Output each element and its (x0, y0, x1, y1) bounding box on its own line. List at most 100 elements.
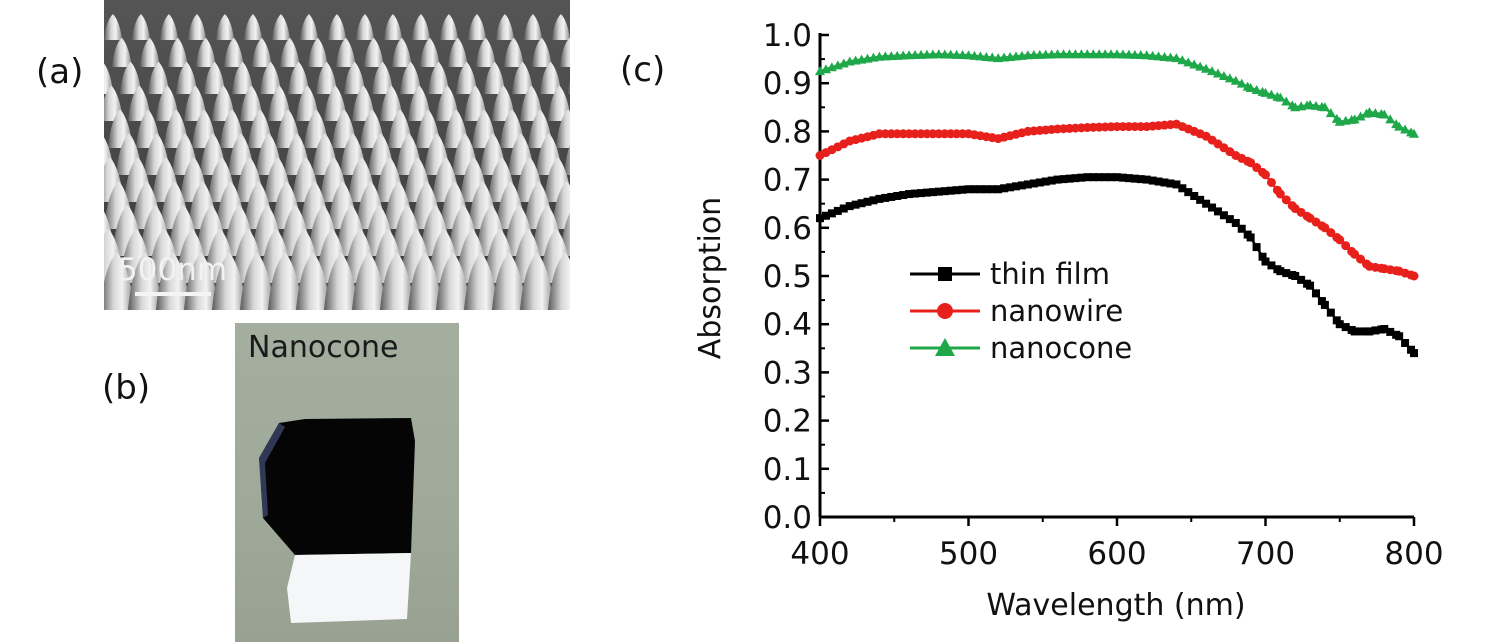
nanocone (456, 61, 478, 94)
nanocone (476, 37, 496, 67)
nanocone (240, 252, 275, 310)
data-point-thin-film (845, 202, 854, 211)
data-point-thin-film (1291, 272, 1300, 280)
data-point-thin-film (863, 197, 872, 206)
nanocone (556, 109, 570, 148)
absorption-chart: 0.0 0.1 0.2 0.3 0.4 0.5 0.6 0.7 0.8 0.9 1.0 400 500 6… (693, 18, 1444, 623)
nanocone (492, 85, 515, 121)
data-point-thin-film (1083, 173, 1092, 182)
data-point-thin-film (1029, 179, 1038, 188)
legend-nanocone-marker (935, 338, 955, 356)
uncoated-white-region (287, 553, 411, 623)
nanocone (316, 61, 338, 94)
data-point-thin-film (982, 185, 991, 194)
nanocone (440, 14, 458, 40)
nanocone (324, 85, 347, 121)
sample-photo (235, 323, 459, 642)
data-point-thin-film (1101, 173, 1110, 182)
legend-thin-film-label: thin film (990, 257, 1110, 291)
data-point-thin-film (1208, 203, 1217, 212)
nanocone (184, 85, 207, 121)
nanocone (552, 180, 570, 229)
data-point-thin-film (1252, 243, 1261, 252)
nanocone (224, 37, 244, 67)
data-point-thin-film (1190, 191, 1199, 200)
data-point-nanocone (1409, 128, 1419, 138)
data-point-nanowire (1266, 177, 1276, 187)
legend-nanocone-label: nanocone (990, 331, 1132, 365)
data-point-thin-film (899, 191, 908, 200)
data-point-thin-film (1035, 178, 1044, 187)
nanocone (448, 37, 468, 67)
nanocone (168, 37, 188, 67)
data-point-thin-film (1386, 327, 1395, 336)
nanocone (212, 85, 235, 121)
nanocone (268, 85, 291, 121)
data-point-thin-film (1258, 252, 1267, 261)
data-point-nanocone (1394, 121, 1405, 131)
nanocone (372, 61, 394, 94)
panel-label-b: (b) (102, 368, 151, 408)
data-point-nanocone (1245, 83, 1256, 93)
data-point-thin-film (1178, 184, 1187, 193)
nanocone (568, 80, 570, 94)
data-point-thin-film (1219, 211, 1228, 220)
data-point-nanocone (975, 51, 986, 61)
data-point-thin-film (1276, 267, 1285, 276)
data-point-nanocone (1165, 52, 1176, 62)
x-tick-label: 600 (1087, 536, 1146, 572)
chart-axes (818, 33, 1416, 526)
nanocone (512, 61, 534, 94)
data-point-thin-film (1350, 327, 1359, 336)
data-point-thin-film (1196, 195, 1205, 204)
data-point-nanocone (1183, 57, 1194, 67)
data-point-thin-film (1130, 174, 1139, 183)
data-point-nanocone (1266, 89, 1277, 99)
data-point-thin-film (1246, 233, 1255, 242)
data-point-thin-film (893, 191, 902, 200)
scale-bar-label: 500nm (118, 252, 228, 288)
data-point-thin-film (881, 193, 890, 202)
nanocone (352, 252, 387, 310)
data-point-thin-film (1041, 177, 1050, 186)
nanocone (160, 14, 178, 40)
nanocone (464, 85, 487, 121)
data-point-nanocone (1201, 63, 1212, 73)
data-point-nanocone (1218, 70, 1229, 80)
nanocone (560, 37, 570, 67)
data-point-thin-film (1017, 181, 1026, 190)
y-tick-label: 0.7 (763, 163, 812, 199)
nanocone (524, 14, 542, 40)
nanocone-array (104, 14, 570, 310)
data-point-thin-film (839, 204, 848, 213)
nanocone (380, 85, 403, 121)
nanocone (216, 14, 234, 40)
data-point-thin-film (1089, 173, 1098, 182)
series-layer (815, 49, 1419, 358)
y-tick-label: 0.8 (763, 114, 812, 150)
data-point-thin-film (1160, 178, 1169, 187)
data-point-nanocone (1364, 107, 1375, 117)
data-point-thin-film (928, 188, 937, 197)
data-point-nanowire (1335, 235, 1345, 245)
data-point-thin-film (1410, 349, 1418, 358)
nanocone (400, 61, 422, 94)
nanocone (548, 85, 570, 121)
data-point-nanocone (1251, 84, 1262, 94)
data-point-thin-film (1335, 320, 1344, 329)
data-point-thin-film (875, 194, 884, 203)
data-point-nanocone (1260, 87, 1271, 97)
nanocone (308, 37, 328, 67)
nanocone (288, 61, 310, 94)
nanocone (268, 252, 303, 310)
data-point-thin-film (1107, 173, 1116, 182)
data-point-thin-film (1166, 179, 1175, 188)
nanocone (336, 37, 356, 67)
legend: thin film nanowire nanocone (910, 257, 1132, 365)
data-point-thin-film (827, 209, 836, 218)
data-point-nanocone (963, 50, 974, 60)
nanocone (104, 14, 122, 40)
nanocone (128, 85, 151, 121)
data-point-nanocone (1281, 96, 1292, 106)
nanocone (532, 37, 552, 67)
